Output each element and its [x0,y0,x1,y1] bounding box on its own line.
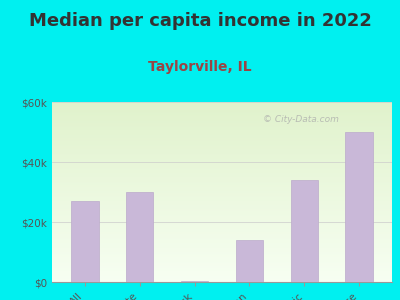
Text: Median per capita income in 2022: Median per capita income in 2022 [28,12,372,30]
Bar [181,280,208,282]
Bar [290,180,318,282]
Bar [236,240,263,282]
Text: Taylorville, IL: Taylorville, IL [148,60,252,74]
Bar [126,192,154,282]
Bar [71,201,99,282]
Text: © City-Data.com: © City-Data.com [263,115,339,124]
Bar [345,132,373,282]
